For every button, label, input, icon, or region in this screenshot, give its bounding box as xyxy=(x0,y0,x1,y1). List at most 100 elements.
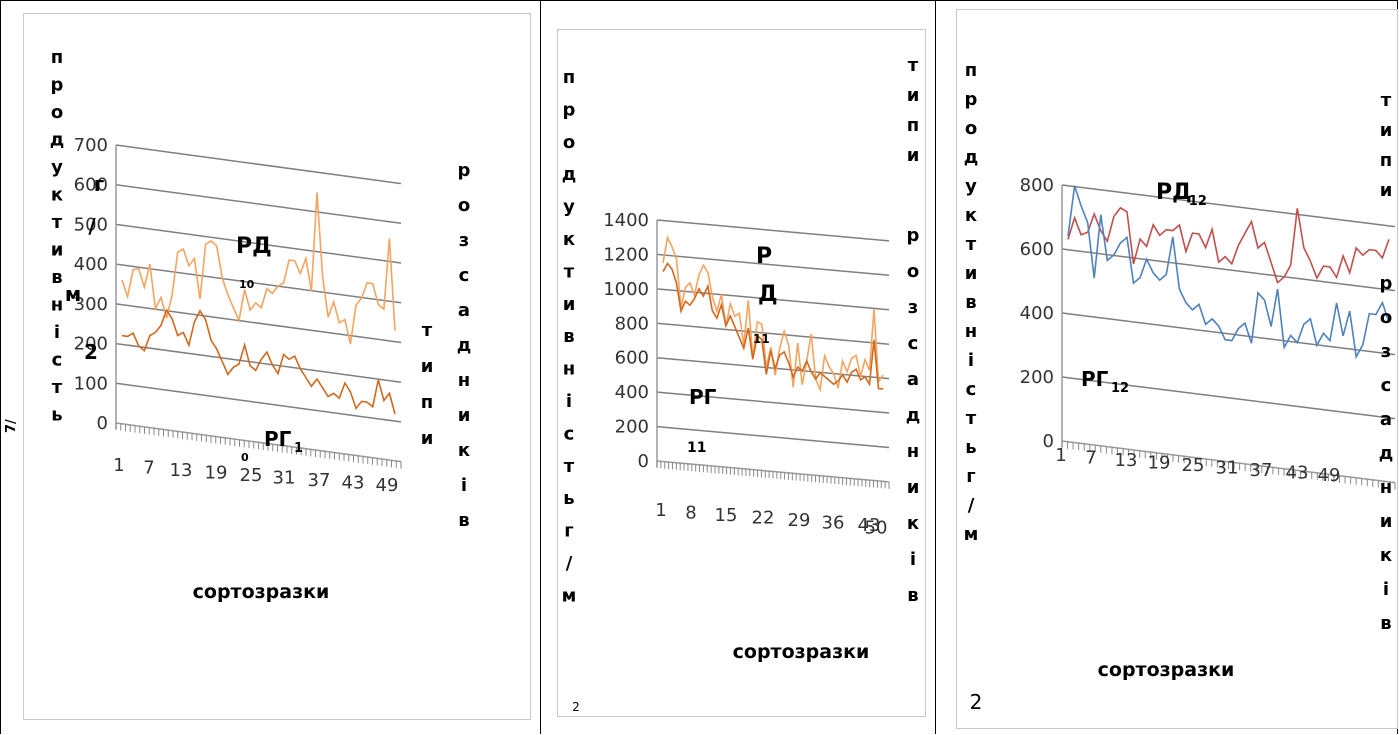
right-label-char: о xyxy=(1380,307,1392,328)
gridline xyxy=(656,425,890,449)
x-tick-label: 1 xyxy=(655,500,666,521)
series-label-subscript: 12 xyxy=(1189,194,1207,209)
y-tick-label: 800 xyxy=(615,313,649,334)
y-axis-label-char: к xyxy=(563,229,575,250)
right-label-char: з xyxy=(1381,341,1391,362)
y-axis-label-char: р xyxy=(51,75,64,96)
right-label-char: о xyxy=(907,261,919,282)
right-label-char: і xyxy=(461,475,467,496)
chart-frame-1 xyxy=(23,13,531,720)
x-tick-label: 7 xyxy=(143,458,154,479)
x-tick-label: 8 xyxy=(685,503,696,524)
right-label-char: п xyxy=(421,392,433,413)
y-axis-label-char: т xyxy=(564,456,575,477)
y-axis-label-char: т xyxy=(966,234,977,255)
y-tick-label: 200 xyxy=(74,334,108,355)
y-axis-label-char: т xyxy=(52,377,63,398)
unit-label-char: м xyxy=(65,282,81,306)
x-tick-label: 13 xyxy=(1115,450,1138,471)
x-tick-label: 50 xyxy=(865,518,888,539)
table-cell-3: 0 200 400 600 800 1 7 13 19 25 31 37 43 49 п р о д у к т и в н і… xyxy=(935,0,1398,734)
series-label: РГ xyxy=(1081,367,1109,391)
y-tick-label: 0 xyxy=(638,451,649,472)
x-axis-label: сортозразки xyxy=(193,581,330,603)
right-label-char: и xyxy=(1380,511,1393,532)
right-label-char: и xyxy=(1380,120,1393,141)
series-label: РД xyxy=(236,234,272,259)
right-label-char: с xyxy=(908,333,919,354)
right-label-char: з xyxy=(908,297,918,318)
right-label-char: в xyxy=(458,510,469,531)
y-axis-label-char: у xyxy=(51,157,63,178)
right-label-char: а xyxy=(458,300,470,321)
x-tick-label: 19 xyxy=(1148,453,1171,474)
unit-label-char: 2 xyxy=(84,340,98,364)
gridline xyxy=(656,322,890,345)
right-label-char: с xyxy=(1381,375,1392,396)
right-label-char: д xyxy=(906,405,921,426)
x-tick-label: 13 xyxy=(170,460,193,481)
x-tick-label: 1 xyxy=(1055,445,1066,466)
x-tick-label: 37 xyxy=(1250,460,1273,481)
y-tick-label: 200 xyxy=(615,417,649,438)
stray-mark: 0 xyxy=(241,451,249,464)
series-label: РГ xyxy=(689,385,717,409)
right-label-char: в xyxy=(907,585,918,606)
right-label-char: и xyxy=(907,85,920,106)
x-tick-label: 7 xyxy=(1085,448,1096,469)
x-tick-label: 49 xyxy=(1318,465,1341,486)
series-label: РД xyxy=(1156,180,1192,205)
x-axis-label: сортозразки xyxy=(1098,659,1235,681)
y-axis-label-char: р xyxy=(563,99,576,120)
right-label-char: а xyxy=(1380,409,1392,430)
y-tick-label: 600 xyxy=(615,348,649,369)
y-axis-label-char: г xyxy=(966,466,975,487)
y-tick-label: 600 xyxy=(1020,239,1054,260)
series-line-1 xyxy=(662,235,884,393)
chart-frame-3 xyxy=(956,9,1398,729)
gridline xyxy=(1061,248,1396,292)
series-line-2 xyxy=(121,308,396,415)
y-axis-label-char: і xyxy=(566,391,572,412)
y-axis-label-char: в xyxy=(965,292,976,313)
y-tick-label: 1400 xyxy=(603,210,649,231)
x-tick-label: 37 xyxy=(308,470,331,491)
y-tick-label: 400 xyxy=(1020,303,1054,324)
right-label-char: а xyxy=(907,369,919,390)
right-label-char: і xyxy=(910,549,916,570)
right-label-char: д xyxy=(457,335,472,356)
y-axis-label-char: в xyxy=(563,326,574,347)
y-axis-label-char: н xyxy=(563,359,575,380)
x-tick-label: 19 xyxy=(205,463,228,484)
y-tick-label: 1200 xyxy=(603,244,649,265)
y-axis-label-char: т xyxy=(52,212,63,233)
y-axis-label-char: і xyxy=(54,322,60,343)
right-label-char: и xyxy=(907,145,920,166)
y-axis-label-char: с xyxy=(966,379,977,400)
right-label-char: п xyxy=(1380,150,1392,171)
y-axis-label-char: и xyxy=(965,263,978,284)
y-axis-label-char: / xyxy=(968,495,975,516)
series-line-2 xyxy=(662,262,884,390)
x-tick-label: 25 xyxy=(240,465,263,486)
y-tick-label: 300 xyxy=(74,294,108,315)
gridline xyxy=(115,342,402,383)
table-cell-1: 0 100 200 300 400 500 600 700 1 7 13 19 25 31 37 43 49 п р… xyxy=(0,0,540,734)
gridline xyxy=(115,144,402,185)
right-label-char: п xyxy=(907,115,919,136)
gridline xyxy=(1061,312,1396,356)
y-axis-label-char: ь xyxy=(563,488,574,509)
series-line-1 xyxy=(121,192,396,345)
right-label-char: и xyxy=(458,405,471,426)
y-axis-label-char: м xyxy=(562,585,577,606)
y-axis-label-char: і xyxy=(968,350,974,371)
y-axis-label-char: н xyxy=(51,295,63,316)
table-cell-2: 0 200 400 600 800 1000 1200 1400 1 8 15 22 29 36 43 50 п… xyxy=(540,0,935,734)
y-axis-label-char: н xyxy=(965,321,977,342)
x-tick-label: 1 xyxy=(113,455,124,476)
series-label-subscript: 11 xyxy=(753,332,770,346)
right-label-char: и xyxy=(421,428,434,449)
